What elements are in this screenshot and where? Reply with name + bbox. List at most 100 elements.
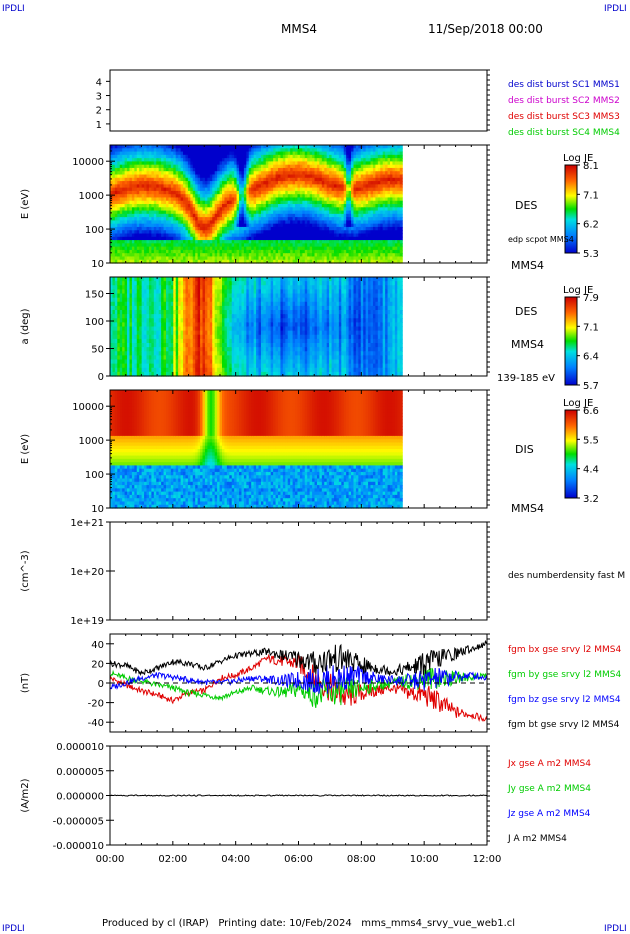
des-energy-cell [343, 246, 347, 251]
des-energy-cell [197, 217, 201, 221]
des-energy-cell [280, 177, 284, 182]
des-energy-cell [307, 207, 311, 212]
des-energy-cell [256, 207, 260, 212]
des-energy-cell [212, 158, 216, 162]
des-energy-cell [353, 154, 357, 159]
des-energy-cell [377, 148, 381, 153]
des-energy-cell [280, 230, 284, 235]
des-energy-cell [331, 213, 335, 218]
des-energy-cell [387, 233, 391, 238]
des-energy-cell [282, 158, 286, 162]
des-energy-cell [290, 161, 294, 166]
des-energy-cell [229, 164, 233, 169]
des-energy-cell [304, 148, 308, 153]
des-energy-cell [312, 240, 316, 244]
des-energy-cell [134, 213, 138, 218]
des-energy-cell [380, 213, 384, 218]
des-energy-cell [394, 253, 398, 258]
des-energy-cell [173, 194, 177, 199]
des-energy-cell [226, 246, 230, 251]
des-energy-cell [399, 167, 403, 172]
des-energy-cell [299, 259, 303, 264]
des-energy-cell [175, 181, 179, 185]
des-energy-cell [304, 249, 308, 254]
des-energy-cell [394, 171, 398, 176]
des-energy-cell [136, 167, 140, 172]
des-energy-cell [304, 230, 308, 235]
des-energy-cell [146, 223, 150, 228]
des-energy-cell [178, 151, 182, 156]
des-energy-cell [394, 220, 398, 225]
des-energy-cell [365, 243, 369, 248]
des-energy-cell [309, 230, 313, 235]
des-energy-cell [129, 200, 133, 205]
des-energy-cell [348, 154, 352, 159]
des-energy-cell [282, 226, 286, 231]
des-energy-cell [175, 249, 179, 254]
des-energy-cell [175, 207, 179, 212]
des-energy-cell [229, 240, 233, 244]
des-energy-cell [372, 187, 376, 192]
des-energy-cell [348, 249, 352, 254]
des-energy-cell [190, 210, 194, 215]
des-pitch-cell [110, 363, 114, 369]
des-energy-cell [353, 249, 357, 254]
des-energy-cell [134, 217, 138, 221]
des-energy-cell [229, 158, 233, 162]
des-energy-cell [334, 240, 338, 244]
des-energy-cell [387, 200, 391, 205]
des-energy-cell [197, 249, 201, 254]
corner-label-bottom-left: IPDLI [2, 924, 25, 934]
des-energy-cell [309, 256, 313, 261]
des-energy-cell [187, 171, 191, 176]
des-energy-cell [110, 184, 114, 189]
des-energy-cell [151, 256, 155, 261]
des-energy-cell [236, 243, 240, 248]
des-energy-cell [110, 236, 114, 241]
des-energy-cell [258, 210, 262, 215]
des-energy-cell [351, 151, 355, 156]
des-energy-cell [363, 253, 367, 258]
des-energy-cell [343, 167, 347, 172]
des-energy-cell [331, 256, 335, 261]
des-energy-cell [387, 154, 391, 159]
des-energy-cell [387, 158, 391, 162]
des-energy-cell [326, 145, 330, 149]
des-energy-cell [122, 177, 126, 182]
des-energy-cell [146, 148, 150, 153]
des-pitch-cell [112, 367, 116, 373]
des-energy-cell [202, 220, 206, 225]
des-energy-cell [214, 174, 218, 179]
des-energy-cell [144, 236, 148, 241]
des-energy-cell [146, 184, 150, 189]
des-energy-cell [190, 213, 194, 218]
des-energy-cell [170, 181, 174, 185]
des-energy-cell [224, 167, 228, 172]
des-energy-cell [282, 181, 286, 185]
des-energy-cell [217, 194, 221, 199]
des-energy-cell [363, 161, 367, 166]
des-energy-cell [270, 161, 274, 166]
des-energy-cell [282, 177, 286, 182]
des-energy-cell [112, 145, 116, 149]
des-energy-cell [119, 223, 123, 228]
des-energy-cell [219, 154, 223, 159]
des-energy-cell [343, 174, 347, 179]
des-energy-cell [253, 181, 257, 185]
des-energy-cell [187, 243, 191, 248]
des-energy-cell [326, 148, 330, 153]
des-energy-cell [170, 217, 174, 221]
des-energy-cell [234, 223, 238, 228]
des-energy-cell [251, 184, 255, 189]
des-energy-cell [224, 240, 228, 244]
des-energy-cell [200, 226, 204, 231]
des-energy-cell [229, 246, 233, 251]
des-energy-cell [161, 246, 165, 251]
des-energy-cell [209, 167, 213, 172]
des-energy-cell [129, 226, 133, 231]
des-energy-cell [368, 207, 372, 212]
des-energy-cell [134, 181, 138, 185]
des-energy-cell [368, 217, 372, 221]
des-energy-cell [246, 174, 250, 179]
des-energy-cell [382, 200, 386, 205]
